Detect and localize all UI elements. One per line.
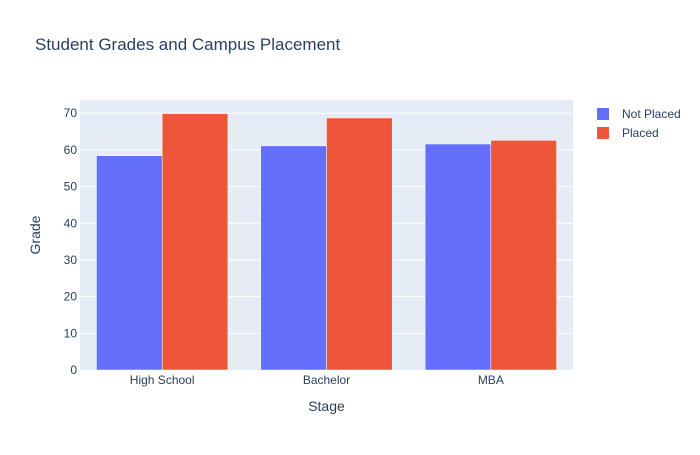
bar-placed[interactable] <box>490 140 557 371</box>
chart-title: Student Grades and Campus Placement <box>35 35 341 54</box>
legend-swatch[interactable] <box>597 127 609 139</box>
y-tick-label: 20 <box>64 290 78 304</box>
x-axis-title: Stage <box>308 398 345 414</box>
x-tick-label: Bachelor <box>303 373 350 387</box>
bar-not-placed[interactable] <box>96 155 163 371</box>
legend-label[interactable]: Not Placed <box>622 107 681 121</box>
x-tick-label: MBA <box>478 373 504 387</box>
y-tick-label: 70 <box>64 106 78 120</box>
x-tick-label: High School <box>130 373 195 387</box>
legend-swatch[interactable] <box>597 108 609 120</box>
x-tick-labels: High School Bachelor MBA <box>130 373 504 387</box>
y-tick-label: 0 <box>70 363 77 377</box>
y-tick-label: 50 <box>64 180 78 194</box>
y-tick-label: 60 <box>64 143 78 157</box>
y-axis-title: Grade <box>27 215 43 254</box>
y-tick-labels: 0 10 20 30 40 50 60 70 <box>64 106 78 377</box>
bar-placed[interactable] <box>161 113 229 371</box>
bar-not-placed[interactable] <box>424 143 492 371</box>
bars <box>96 113 557 371</box>
y-tick-label: 30 <box>64 253 78 267</box>
y-tick-label: 10 <box>64 326 78 340</box>
legend: Not Placed Placed <box>597 107 681 140</box>
legend-label[interactable]: Placed <box>622 126 659 140</box>
bar-not-placed[interactable] <box>260 145 327 371</box>
y-tick-label: 40 <box>64 216 78 230</box>
bar-placed[interactable] <box>326 117 393 371</box>
